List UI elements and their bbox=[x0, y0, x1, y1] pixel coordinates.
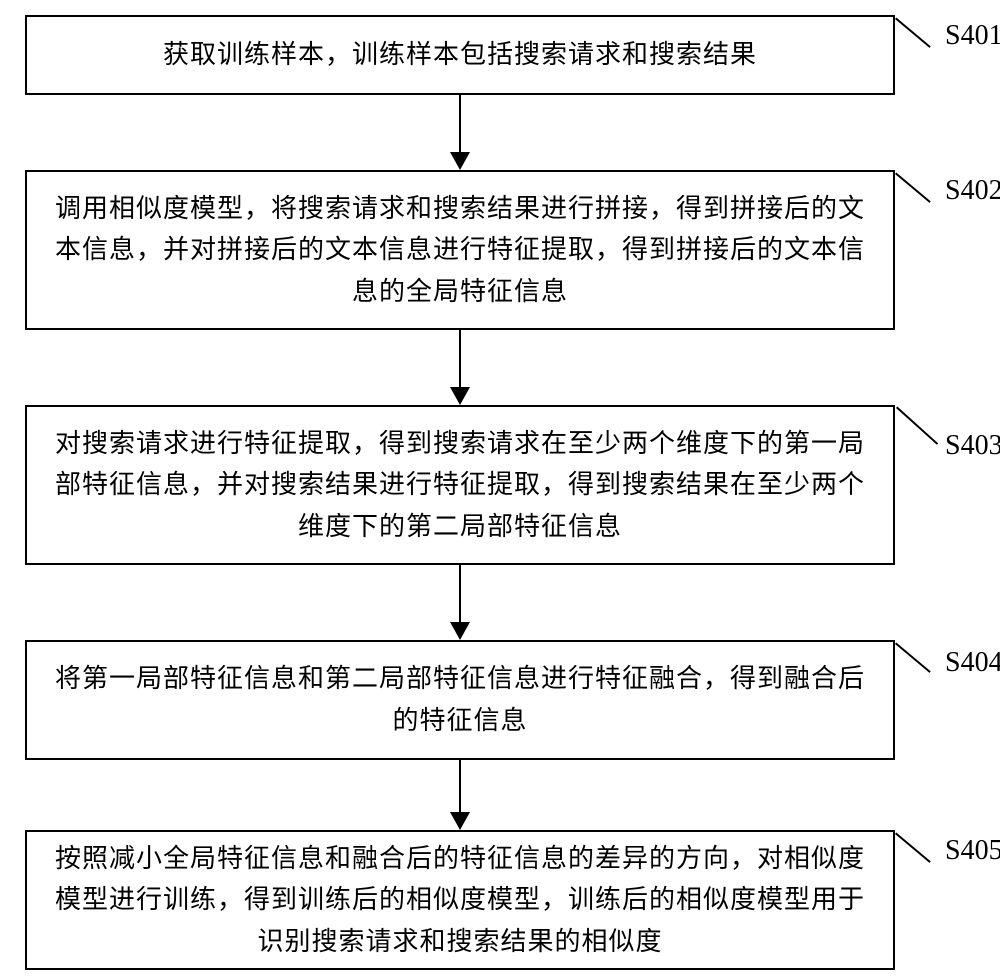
step-label-1: S401 bbox=[945, 20, 1000, 52]
arrow-line-3 bbox=[459, 565, 461, 622]
step-label-4: S404 bbox=[945, 647, 1000, 679]
step-box-1: 获取训练样本，训练样本包括搜索请求和搜索结果 bbox=[25, 15, 895, 95]
step-text-1: 获取训练样本，训练样本包括搜索请求和搜索结果 bbox=[163, 34, 757, 76]
step-text-4: 将第一局部特征信息和第二局部特征信息进行特征融合，得到融合后的特征信息 bbox=[47, 658, 873, 741]
connector-2 bbox=[895, 172, 931, 202]
step-text-2: 调用相似度模型，将搜索请求和搜索结果进行拼接，得到拼接后的文本信息，并对拼接后的… bbox=[47, 188, 873, 313]
arrow-line-1 bbox=[459, 95, 461, 152]
arrow-head-3 bbox=[450, 622, 470, 640]
arrow-head-1 bbox=[450, 152, 470, 170]
arrow-line-4 bbox=[459, 760, 461, 812]
step-label-5: S405 bbox=[945, 835, 1000, 867]
arrow-line-2 bbox=[459, 330, 461, 387]
step-label-2: S402 bbox=[945, 175, 1000, 207]
step-label-3: S403 bbox=[945, 430, 1000, 462]
step-text-3: 对搜索请求进行特征提取，得到搜索请求在至少两个维度下的第一局部特征信息，并对搜索… bbox=[47, 423, 873, 548]
step-text-5: 按照减小全局特征信息和融合后的特征信息的差异的方向，对相似度模型进行训练，得到训… bbox=[47, 838, 873, 963]
step-box-4: 将第一局部特征信息和第二局部特征信息进行特征融合，得到融合后的特征信息 bbox=[25, 640, 895, 760]
connector-5 bbox=[895, 832, 931, 862]
connector-1 bbox=[895, 17, 931, 47]
step-box-3: 对搜索请求进行特征提取，得到搜索请求在至少两个维度下的第一局部特征信息，并对搜索… bbox=[25, 405, 895, 565]
connector-3 bbox=[896, 407, 938, 445]
step-box-5: 按照减小全局特征信息和融合后的特征信息的差异的方向，对相似度模型进行训练，得到训… bbox=[25, 830, 895, 970]
flowchart-container: 获取训练样本，训练样本包括搜索请求和搜索结果 S401 调用相似度模型，将搜索请… bbox=[0, 0, 1000, 977]
arrow-head-4 bbox=[450, 812, 470, 830]
connector-4 bbox=[895, 642, 931, 672]
step-box-2: 调用相似度模型，将搜索请求和搜索结果进行拼接，得到拼接后的文本信息，并对拼接后的… bbox=[25, 170, 895, 330]
arrow-head-2 bbox=[450, 387, 470, 405]
